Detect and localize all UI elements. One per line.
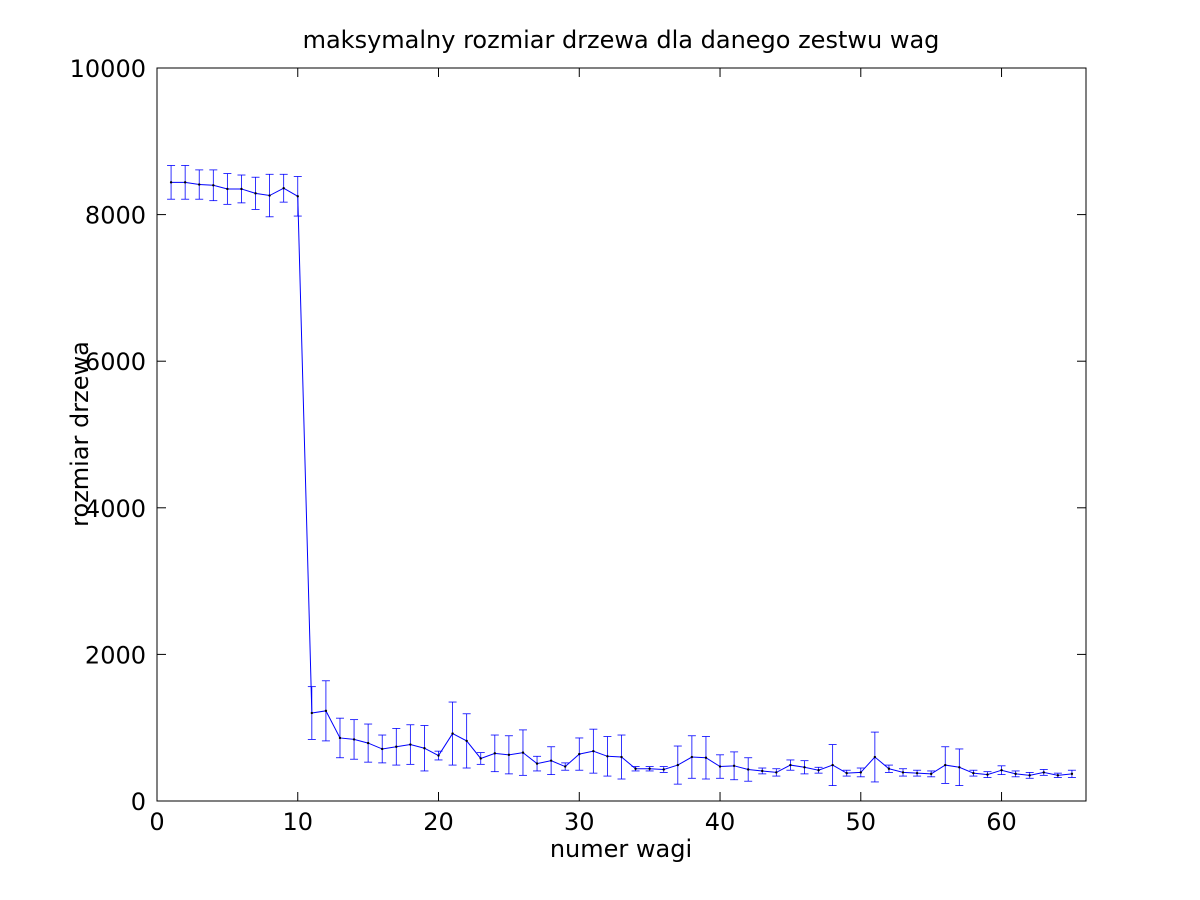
data-point <box>620 755 623 759</box>
data-point <box>423 747 426 750</box>
data-point <box>1042 771 1045 774</box>
data-point <box>1056 774 1060 777</box>
data-point <box>366 741 370 745</box>
data-point <box>690 755 694 759</box>
y-tick-label: 4000 <box>85 495 146 523</box>
data-point <box>1070 772 1074 776</box>
data-point <box>732 764 736 768</box>
data-point <box>775 771 778 774</box>
data-point <box>944 763 947 767</box>
data-point <box>535 762 539 765</box>
y-tick-label: 6000 <box>85 348 146 376</box>
axis-tick-labels: 0 10 20 30 40 50 60 0 2000 4000 6000 8000 10000 <box>70 55 1017 836</box>
data-point <box>929 772 933 776</box>
data-point <box>718 765 722 768</box>
y-tick-label: 8000 <box>85 202 146 230</box>
plot-area <box>156 67 1087 802</box>
data-point <box>563 765 567 768</box>
data-point <box>240 187 243 191</box>
data-point <box>381 747 384 751</box>
data-point <box>352 738 356 741</box>
data-point <box>169 181 173 184</box>
data-point <box>634 767 637 770</box>
x-tick-label: 20 <box>423 808 454 836</box>
y-tick-label: 0 <box>131 788 146 816</box>
x-tick-label: 10 <box>282 808 313 836</box>
data-point <box>1014 772 1017 776</box>
data-point <box>1000 769 1003 772</box>
data-point <box>324 709 328 713</box>
data-point <box>226 187 229 191</box>
data-point <box>254 192 257 195</box>
data-point <box>648 767 651 770</box>
data-point <box>761 769 764 773</box>
x-axis-label: numer wagi <box>550 835 692 863</box>
data-point <box>662 768 665 771</box>
data-point <box>704 756 708 759</box>
data-points <box>169 181 1074 777</box>
data-point <box>606 755 609 758</box>
data-point <box>521 751 525 754</box>
data-point <box>338 736 342 740</box>
x-tick-label: 0 <box>149 808 164 836</box>
data-point <box>451 732 454 735</box>
data-point <box>183 181 187 184</box>
y-tick-label: 2000 <box>85 641 146 669</box>
data-point <box>493 752 497 755</box>
x-tick-label: 30 <box>564 808 595 836</box>
error-bars <box>167 165 1076 787</box>
data-point <box>746 768 750 771</box>
data-point <box>831 763 834 767</box>
data-point <box>958 766 961 769</box>
data-point <box>1028 774 1031 777</box>
x-tick-label: 40 <box>705 808 736 836</box>
series-line <box>171 181 1072 776</box>
data-point <box>789 763 792 767</box>
data-point <box>592 749 595 753</box>
data-point <box>859 771 862 774</box>
y-axis-label: rozmiar drzewa <box>66 341 94 527</box>
data-point <box>268 194 271 197</box>
data-point <box>409 743 412 746</box>
data-point <box>578 752 581 756</box>
data-point <box>395 745 398 748</box>
data-point <box>296 195 299 198</box>
x-tick-label: 60 <box>986 808 1017 836</box>
chart-title: maksymalny rozmiar drzewa dla danego zes… <box>303 26 940 54</box>
data-point <box>198 183 201 186</box>
data-point <box>972 771 975 775</box>
data-point <box>817 769 820 772</box>
data-point <box>465 739 468 743</box>
data-point <box>507 753 511 757</box>
data-point <box>549 759 553 762</box>
data-point <box>479 757 482 760</box>
data-point <box>803 766 806 769</box>
data-point <box>986 773 989 776</box>
x-tick-label: 50 <box>846 808 877 836</box>
data-point <box>887 767 891 770</box>
data-point <box>915 771 919 775</box>
data-point <box>845 771 848 775</box>
y-tick-label: 10000 <box>70 55 146 83</box>
data-point <box>212 184 215 187</box>
data-point <box>901 771 905 774</box>
data-point <box>282 187 285 190</box>
data-point <box>676 763 680 767</box>
axis-ticks <box>156 67 1086 802</box>
data-point <box>310 711 314 715</box>
data-point <box>437 754 440 757</box>
data-point <box>873 755 877 759</box>
